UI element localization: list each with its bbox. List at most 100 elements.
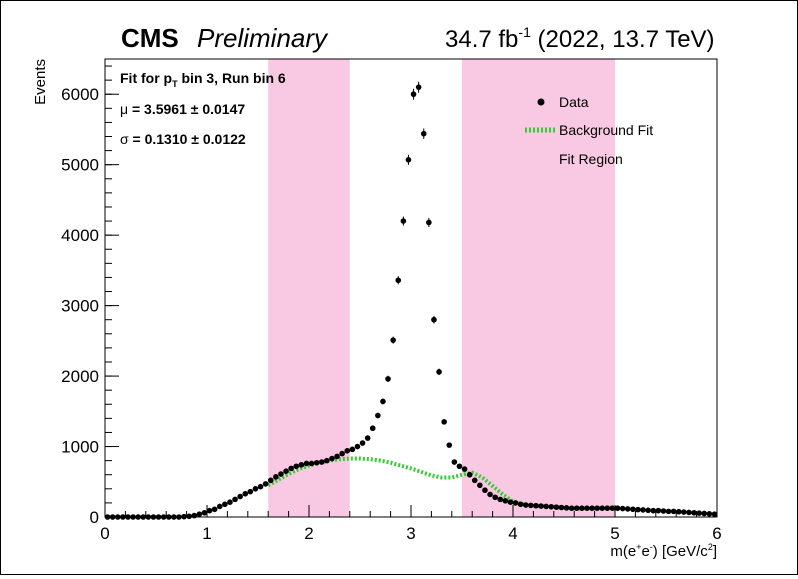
data-point: [609, 505, 616, 511]
x-tick-label: 3: [406, 524, 415, 543]
data-point: [497, 496, 504, 503]
x-tick-label: 1: [202, 524, 211, 543]
data-point: [456, 463, 463, 470]
sigma-symbol: σ: [120, 131, 129, 147]
data-point: [477, 482, 483, 489]
data-point: [441, 419, 447, 425]
data-point: [211, 506, 218, 513]
x-tick-label: 0: [100, 524, 109, 543]
fit-info-pre: Fit for p: [120, 70, 172, 86]
data-point: [681, 509, 687, 515]
data-point: [619, 505, 626, 512]
data-point: [298, 462, 305, 468]
data-point: [573, 505, 580, 511]
data-point: [482, 487, 488, 494]
data-point: [686, 509, 692, 516]
data-point: [191, 512, 198, 519]
data-point: [507, 499, 514, 506]
x-tick-label: 5: [610, 524, 619, 543]
data-point: [630, 506, 636, 513]
x-axis-title: m(e+e-) [GeV/c2]: [610, 542, 717, 560]
data-point: [640, 507, 646, 513]
data-point: [308, 460, 315, 467]
xl-sup3: 2: [708, 542, 713, 552]
data-point: [691, 509, 697, 516]
lumi-exponent: -1: [518, 24, 531, 40]
data-point: [655, 507, 662, 514]
data-point: [227, 499, 233, 506]
data-point: [262, 481, 269, 487]
data-point: [369, 425, 376, 432]
data-point: [278, 471, 284, 477]
lumi-rest: (2022, 13.7 TeV): [531, 26, 715, 53]
data-point: [451, 459, 458, 465]
data-point: [405, 156, 412, 163]
sigma-text: = 0.1310 ± 0.0122: [129, 131, 246, 147]
data-point: [252, 486, 259, 492]
data-point: [267, 477, 274, 484]
data-point: [650, 507, 657, 514]
status-label: Preliminary: [197, 23, 329, 53]
y-tick-label: 1000: [61, 438, 99, 457]
data-point: [206, 507, 213, 514]
xl-sup1: +: [636, 542, 641, 552]
data-point: [568, 505, 575, 511]
data-point: [303, 460, 310, 467]
fit-region-2: [462, 59, 615, 517]
data-point: [589, 505, 595, 511]
xl-sup2: -: [650, 542, 653, 552]
y-tick-label: 4000: [61, 226, 99, 245]
data-point: [446, 442, 453, 448]
data-point: [696, 510, 702, 516]
data-point: [487, 491, 493, 498]
data-point: [186, 513, 192, 520]
data-point: [364, 435, 371, 441]
data-point: [420, 130, 427, 137]
data-point: [216, 503, 223, 510]
data-point: [436, 369, 442, 375]
mu-value: μ = 3.5961 ± 0.0147: [120, 101, 245, 117]
data-point: [410, 91, 417, 98]
data-point: [512, 500, 519, 506]
plot-area-border: [104, 58, 718, 518]
legend-bkg-label: Background Fit: [559, 122, 653, 138]
legend-region-label: Fit Region: [559, 151, 623, 167]
legend: Data Background Fit Fit Region: [525, 94, 653, 170]
data-point: [242, 490, 249, 497]
data-point: [466, 471, 473, 478]
data-point: [599, 505, 606, 511]
y-tick-label: 5000: [61, 156, 99, 175]
data-point: [471, 477, 478, 484]
data-point: [273, 474, 279, 480]
data-point: [324, 457, 330, 464]
data-point: [196, 511, 203, 517]
data-point: [288, 465, 294, 472]
data-point: [604, 505, 611, 511]
data-point: [201, 509, 208, 516]
data-point: [354, 443, 361, 450]
data-point: [359, 440, 366, 446]
mu-text: = 3.5961 ± 0.0147: [128, 101, 245, 117]
data-point: [283, 468, 289, 475]
data-point: [415, 84, 422, 90]
x-tick-label: 2: [304, 524, 313, 543]
y-tick-label: 2000: [61, 367, 99, 386]
data-point: [232, 496, 238, 503]
fit-info-title: Fit for pT bin 3, Run bin 6: [120, 70, 286, 89]
data-point: [701, 510, 708, 517]
data-point: [293, 463, 300, 470]
data-point: [257, 483, 264, 490]
data-point: [339, 450, 345, 457]
data-point: [313, 459, 320, 466]
data-point: [711, 511, 718, 517]
legend-data-marker: [537, 98, 545, 106]
background-fit-line: [267, 456, 615, 511]
data-point: [502, 497, 509, 504]
data-point: [329, 455, 335, 462]
data-point: [237, 493, 243, 500]
data-point: [318, 459, 325, 465]
data-point: [645, 507, 651, 514]
y-tick-label: 6000: [61, 85, 99, 104]
